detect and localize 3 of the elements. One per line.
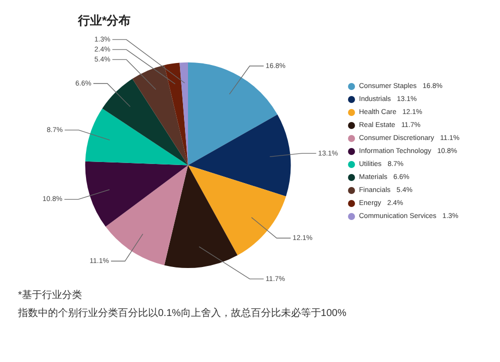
text: 指数中的个别行业分类百分比以0.1%向上舍入，故总百分比未必等于100%	[18, 306, 348, 320]
chart-title: 行业*分布	[77, 14, 131, 28]
text: *基于行业分类	[18, 288, 83, 302]
